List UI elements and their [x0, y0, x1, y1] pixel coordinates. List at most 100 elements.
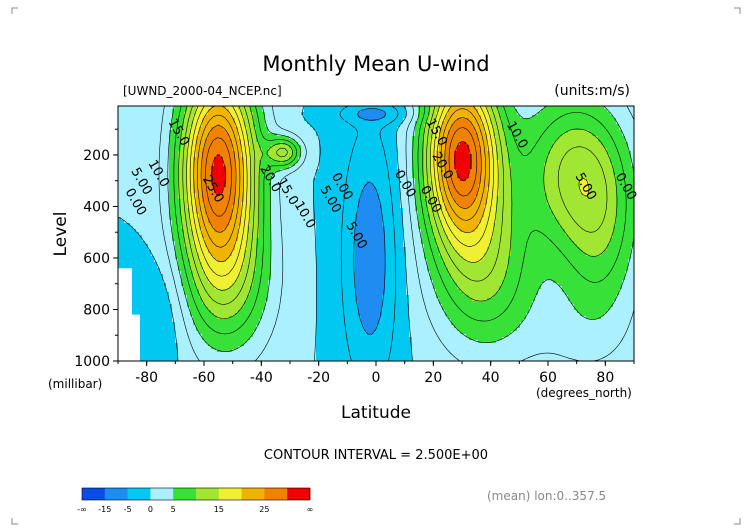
field-cell — [271, 109, 275, 113]
field-cell — [268, 319, 272, 323]
field-cell — [127, 214, 131, 218]
field-cell — [127, 148, 131, 152]
field-cell — [187, 115, 191, 119]
field-cell — [184, 265, 188, 269]
field-cell — [136, 151, 140, 155]
field-cell — [277, 184, 281, 188]
field-cell — [205, 328, 209, 332]
field-cell — [271, 268, 275, 272]
field-cell — [193, 211, 197, 215]
field-cell — [235, 220, 239, 224]
field-cell — [139, 181, 143, 185]
field-cell — [289, 121, 293, 125]
field-cell — [166, 244, 170, 248]
field-cell — [154, 244, 158, 248]
field-cell — [289, 307, 293, 311]
field-cell — [118, 151, 122, 155]
field-cell — [235, 316, 239, 320]
field-cell — [136, 205, 140, 209]
field-cell — [163, 160, 167, 164]
field-cell — [136, 292, 140, 296]
field-cell — [178, 337, 182, 341]
field-cell — [151, 175, 155, 179]
field-cell — [265, 184, 269, 188]
field-cell — [250, 145, 254, 149]
field-cell — [274, 142, 278, 146]
field-cell — [253, 304, 257, 308]
field-cell — [217, 175, 221, 179]
field-cell — [208, 247, 212, 251]
field-cell — [190, 208, 194, 212]
field-cell — [187, 283, 191, 287]
field-cell — [157, 322, 161, 326]
field-cell — [271, 322, 275, 326]
field-cell — [166, 322, 170, 326]
field-cell — [217, 241, 221, 245]
field-cell — [139, 112, 143, 116]
field-cell — [238, 322, 242, 326]
field-cell — [130, 196, 134, 200]
field-cell — [259, 256, 263, 260]
field-cell — [247, 349, 251, 353]
field-cell — [193, 229, 197, 233]
field-cell — [145, 196, 149, 200]
field-cell — [205, 220, 209, 224]
field-cell — [142, 169, 146, 173]
field-cell — [196, 241, 200, 245]
field-cell — [226, 190, 230, 194]
field-cell — [169, 355, 173, 359]
field-cell — [178, 160, 182, 164]
field-cell — [160, 106, 164, 110]
field-cell — [148, 280, 152, 284]
field-cell — [208, 121, 212, 125]
field-cell — [214, 157, 218, 161]
field-cell — [208, 136, 212, 140]
field-cell — [205, 337, 209, 341]
field-cell — [226, 163, 230, 167]
field-cell — [289, 154, 293, 158]
field-cell — [190, 112, 194, 116]
field-cell — [145, 292, 149, 296]
field-cell — [256, 220, 260, 224]
field-cell — [274, 199, 278, 203]
field-cell — [292, 145, 296, 149]
field-cell — [205, 124, 209, 128]
field-cell — [274, 262, 278, 266]
field-cell — [169, 199, 173, 203]
field-cell — [271, 181, 275, 185]
field-cell — [154, 211, 158, 215]
field-cell — [193, 346, 197, 350]
field-cell — [226, 118, 230, 122]
field-cell — [280, 301, 284, 305]
field-cell — [211, 169, 215, 173]
field-cell — [223, 295, 227, 299]
field-cell — [268, 304, 272, 308]
field-cell — [136, 262, 140, 266]
field-cell — [145, 265, 149, 269]
field-cell — [262, 307, 266, 311]
field-cell — [208, 163, 212, 167]
field-cell — [160, 340, 164, 344]
field-cell — [262, 325, 266, 329]
field-cell — [196, 157, 200, 161]
field-cell — [196, 115, 200, 119]
field-cell — [157, 334, 161, 338]
field-cell — [238, 358, 242, 362]
field-cell — [169, 298, 173, 302]
field-cell — [244, 289, 248, 293]
field-cell — [274, 292, 278, 296]
field-cell — [178, 211, 182, 215]
field-cell — [184, 112, 188, 116]
field-cell — [139, 295, 143, 299]
field-cell — [280, 307, 284, 311]
field-cell — [247, 283, 251, 287]
field-cell — [256, 277, 260, 281]
field-cell — [238, 202, 242, 206]
field-cell — [184, 301, 188, 305]
field-cell — [196, 355, 200, 359]
field-cell — [241, 217, 245, 221]
field-cell — [211, 286, 215, 290]
field-cell — [175, 319, 179, 323]
field-cell — [178, 268, 182, 272]
field-cell — [202, 151, 206, 155]
